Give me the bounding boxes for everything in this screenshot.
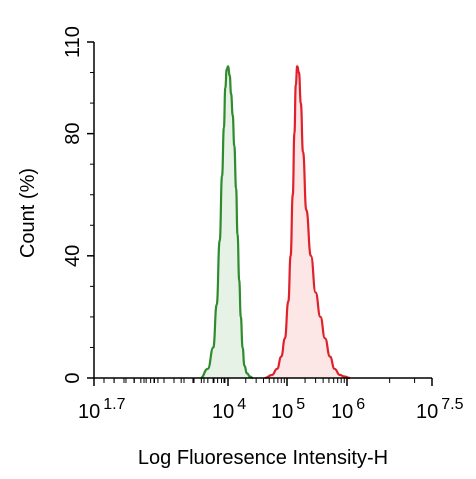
- histogram-line-0: [200, 65, 254, 380]
- x-tick-label: 10 4: [212, 396, 246, 423]
- x-axis-title: Log Fluoresence Intensity-H: [138, 447, 388, 469]
- x-tick-label: 10 7.5: [416, 396, 464, 423]
- histogram-fill-0: [200, 66, 253, 379]
- histogram-line-1: [264, 65, 351, 380]
- x-tick-label: 10 5: [271, 396, 305, 423]
- y-axis-title: Count (%): [17, 168, 39, 258]
- x-tick-label: 10 1.7: [78, 396, 126, 423]
- y-tick-label: 80: [62, 123, 84, 145]
- y-tick-label: 110: [62, 26, 84, 58]
- y-tick-label: 0: [62, 372, 84, 383]
- x-tick-label: 10 6: [331, 396, 365, 423]
- y-tick-label: 40: [62, 245, 84, 267]
